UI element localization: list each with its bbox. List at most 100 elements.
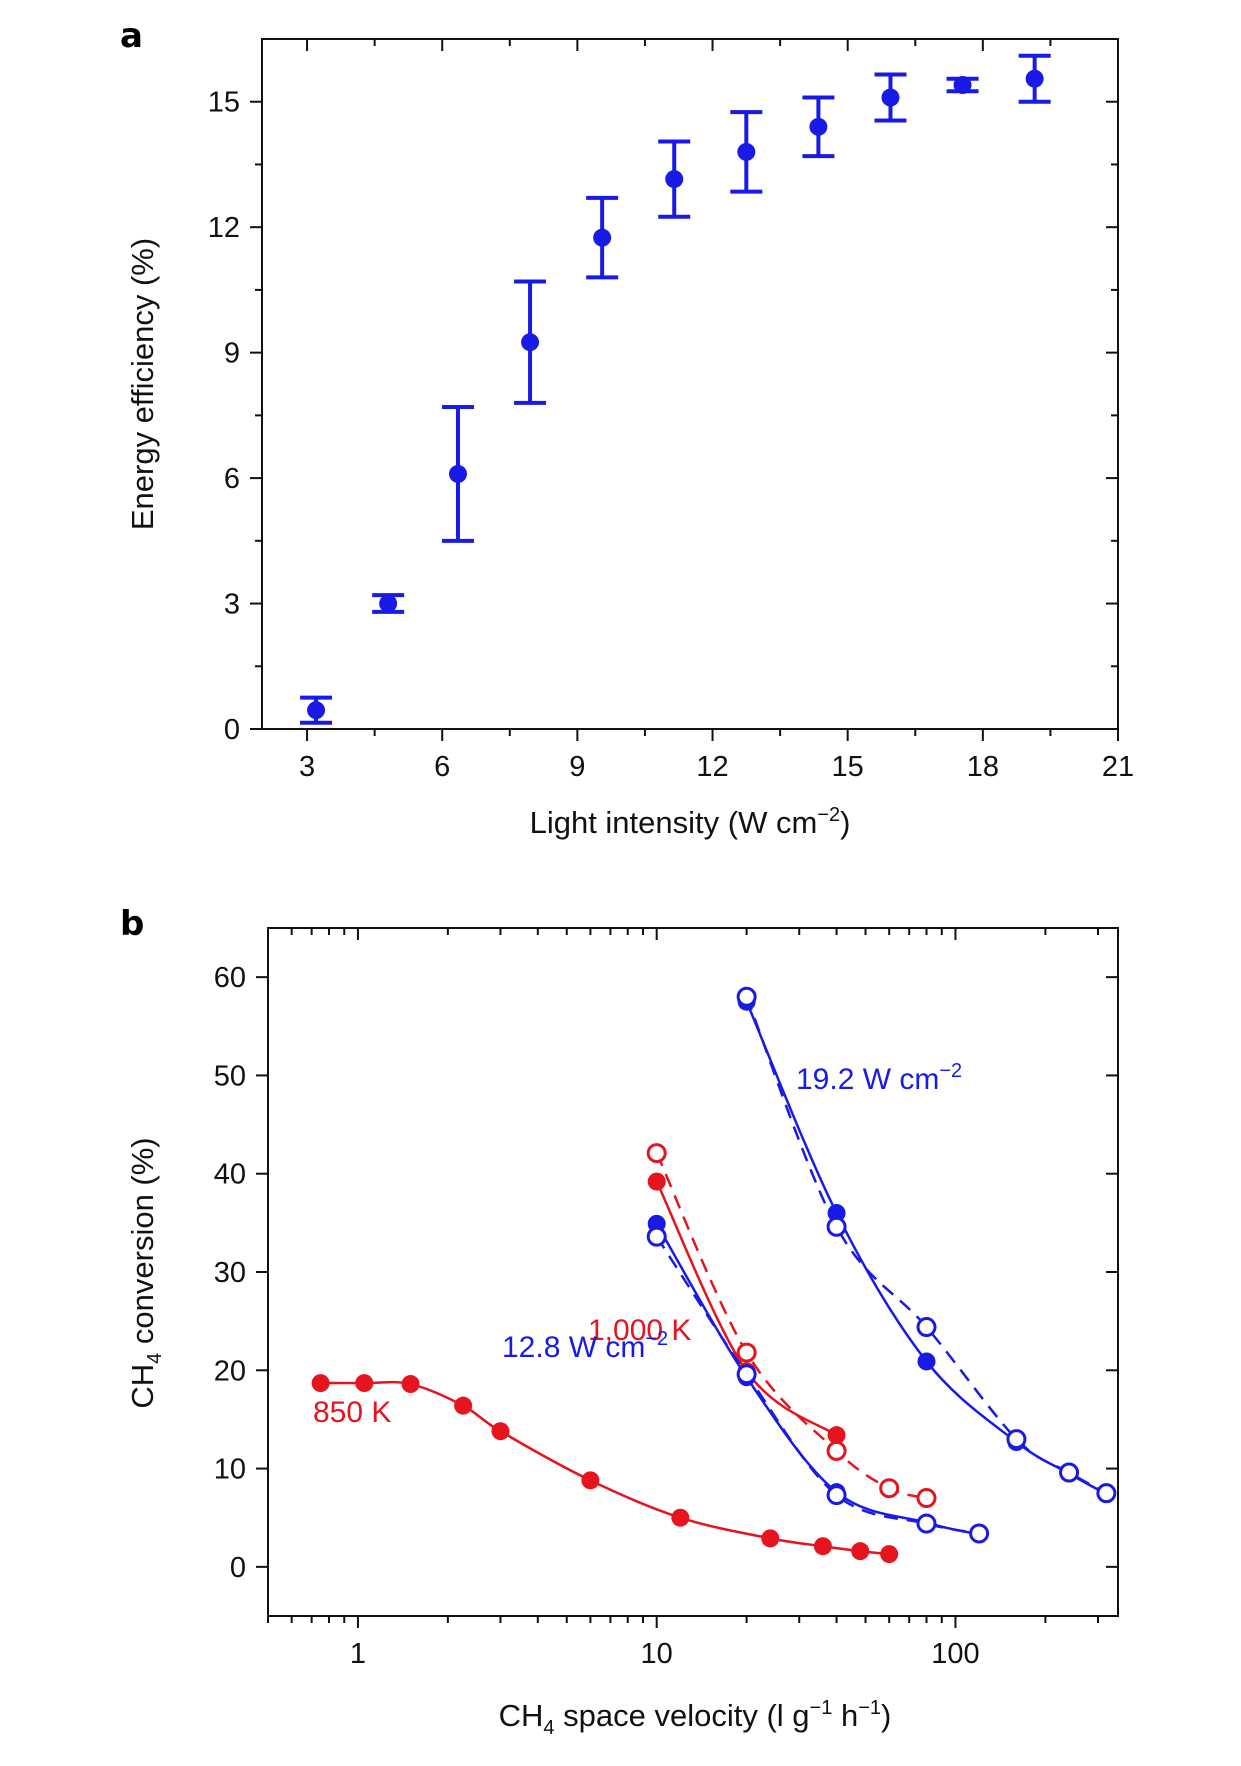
marker-filled (813, 1537, 832, 1556)
marker-filled (671, 1508, 690, 1527)
panel-b-ticks: 1 10 100 0 10 20 30 40 50 60 (214, 928, 1118, 1670)
annotation-12-8: 12.8 W cm−2 (502, 1328, 668, 1364)
x-tick-label-a: 9 (569, 751, 585, 783)
data-point-a (1018, 53, 1051, 104)
marker (809, 117, 828, 136)
y-tick-label-a: 12 (208, 212, 240, 244)
x-tick-label-a: 15 (832, 751, 864, 783)
marker-open (916, 1488, 937, 1509)
marker (307, 701, 326, 720)
marker-filled (581, 1471, 600, 1490)
marker-open (969, 1523, 990, 1544)
y-tick-label-a: 3 (224, 589, 240, 621)
series-line (655, 1152, 927, 1500)
x-tick-label-b: 10 (641, 1638, 673, 1670)
panel-b-xlabel: CH4 space velocity (l g−1 h−1) (499, 1697, 892, 1739)
marker (881, 88, 900, 107)
panel-a-label: a (120, 16, 143, 56)
data-point-a (802, 95, 835, 159)
panel-b-plot: 1 10 100 0 10 20 30 40 50 60 (214, 927, 1119, 1670)
marker-open (736, 1364, 757, 1385)
data-point-a (441, 405, 474, 543)
series-line (655, 1235, 980, 1535)
panel-b-ylabel: CH4 conversion (%) (125, 1137, 166, 1408)
data-point-a (586, 195, 619, 280)
marker-open (916, 1513, 937, 1534)
marker (953, 76, 972, 94)
marker-open (826, 1216, 847, 1237)
x-tick-label-a: 21 (1102, 751, 1134, 783)
data-point-a (730, 110, 763, 194)
y-tick-label-b: 60 (214, 962, 246, 994)
panel-b-frame (267, 927, 1119, 1617)
panel-b-label: b (120, 904, 144, 944)
annotation-19-2: 19.2 W cm−2 (796, 1060, 962, 1096)
marker (379, 594, 398, 613)
series-line (320, 1380, 890, 1556)
marker (665, 170, 684, 189)
marker-filled (851, 1542, 870, 1561)
panel-a-plot: 3 6 9 12 15 18 21 0 3 6 9 12 15 (208, 38, 1134, 783)
data-point-a (300, 695, 333, 725)
data-point-a (514, 279, 547, 405)
marker (593, 228, 612, 247)
y-tick-label-a: 9 (224, 338, 240, 370)
marker-open (826, 1485, 847, 1506)
marker-filled (761, 1529, 780, 1548)
y-tick-label-b: 20 (214, 1355, 246, 1387)
marker-open (646, 1143, 667, 1164)
marker-filled (647, 1172, 666, 1191)
marker (521, 333, 540, 352)
x-tick-label-b: 1 (350, 1638, 366, 1670)
data-point-a (658, 139, 691, 219)
marker (448, 464, 467, 483)
y-tick-label-b: 10 (214, 1454, 246, 1486)
data-point-a (372, 593, 405, 614)
data-point-a (946, 76, 979, 94)
series-12-8-w-cm-2-filled (647, 1214, 989, 1544)
marker-open (1059, 1462, 1080, 1483)
marker-open (736, 1342, 757, 1363)
series-12-8-w-cm-2-open (646, 1226, 990, 1544)
marker-open (1096, 1483, 1117, 1504)
y-tick-label-a: 0 (224, 714, 240, 746)
marker-filled (917, 1352, 936, 1371)
x-tick-label-a: 12 (696, 751, 728, 783)
panel-a-marks (300, 53, 1051, 725)
series-19-2-w-cm-2-open (736, 986, 1117, 1504)
marker-filled (355, 1374, 374, 1393)
marker-open (916, 1317, 937, 1338)
marker (737, 142, 756, 161)
panel-b-marks (311, 986, 1117, 1564)
y-tick-label-b: 50 (214, 1060, 246, 1092)
x-tick-label-a: 3 (299, 751, 315, 783)
panel-a-frame (261, 38, 1119, 730)
panel-a-ticks: 3 6 9 12 15 18 21 0 3 6 9 12 15 (208, 39, 1134, 783)
y-tick-label-a: 6 (224, 463, 240, 495)
marker (1025, 69, 1044, 88)
marker-open (826, 1440, 847, 1461)
marker-filled (827, 1426, 846, 1445)
x-tick-label-a: 18 (967, 751, 999, 783)
data-point-a (874, 72, 907, 123)
panel-a-xlabel: Light intensity (W cm−2) (530, 804, 851, 840)
marker-open (879, 1478, 900, 1499)
marker-filled (880, 1545, 899, 1564)
series-1-000-k-open (646, 1143, 937, 1509)
marker-open (1006, 1429, 1027, 1450)
marker-open (646, 1226, 667, 1247)
y-tick-label-b: 40 (214, 1159, 246, 1191)
x-tick-label-b: 100 (931, 1638, 979, 1670)
series-1-000-k-filled (647, 1172, 846, 1445)
marker-filled (491, 1422, 510, 1441)
y-tick-label-b: 30 (214, 1257, 246, 1289)
series-line (655, 1181, 838, 1437)
y-tick-label-b: 0 (230, 1552, 246, 1584)
marker-filled (311, 1374, 330, 1393)
y-tick-label-a: 15 (208, 87, 240, 119)
marker-filled (454, 1396, 473, 1415)
series-850-k (311, 1374, 899, 1564)
annotation-1000k: 1,000 K (588, 1314, 691, 1347)
marker-filled (401, 1375, 420, 1394)
